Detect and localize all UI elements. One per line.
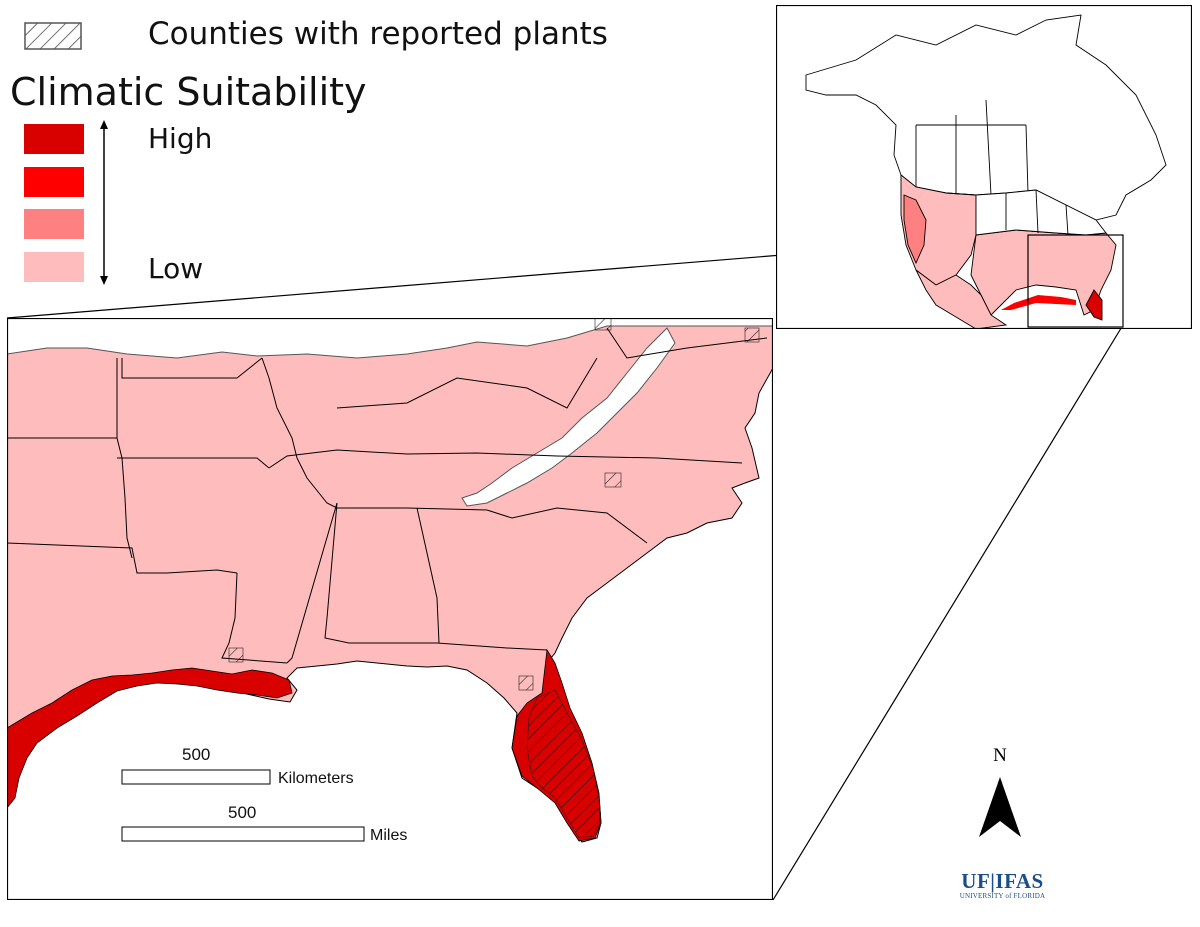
reported-county-ms <box>228 647 244 663</box>
usa-west-medium <box>903 194 927 265</box>
gulf-inset-high <box>1001 295 1076 310</box>
mile-scale-unit: Miles <box>370 827 408 844</box>
mile-scale-value: 500 <box>228 803 257 822</box>
usa-west <box>900 174 977 286</box>
southeast-us-map <box>7 318 773 900</box>
reported-county-nc <box>604 472 622 488</box>
north-arrow: N <box>979 745 1021 837</box>
florida-inset-high <box>1085 289 1103 321</box>
legend-low-label: Low <box>148 252 204 285</box>
north-america-inset-map <box>776 5 1192 329</box>
legend-title: Climatic Suitability <box>10 70 367 114</box>
mile-scale-bar <box>121 826 365 842</box>
north-label: N <box>993 745 1007 766</box>
state-boundaries <box>7 327 768 664</box>
counties-hatch-swatch <box>24 22 82 50</box>
usa-north <box>945 189 1107 236</box>
ufifas-logo: UF|IFAS UNIVERSITY of FLORIDA <box>955 870 1050 910</box>
gulf-coast-high-suitability <box>7 667 293 809</box>
suitability-swatch-highest <box>24 124 84 154</box>
appalachian-unsuitable <box>461 327 676 507</box>
counties-legend-label: Counties with reported plants <box>148 16 608 52</box>
reported-county-ga <box>518 675 534 691</box>
km-scale-value: 500 <box>182 745 211 764</box>
suitability-swatch-medium <box>24 209 84 239</box>
reported-county-nj <box>744 327 760 343</box>
suitability-swatch-high <box>24 167 84 197</box>
florida-reported-counties <box>526 689 601 839</box>
logo-main-text: UF|IFAS <box>961 869 1044 893</box>
reported-county-pa <box>594 318 612 331</box>
mexico-outline <box>915 269 1008 329</box>
km-scale-bar <box>121 769 271 785</box>
suitability-gradient-arrow <box>100 120 108 285</box>
canada-outline <box>805 14 1167 221</box>
km-scale-unit: Kilometers <box>278 770 354 787</box>
legend-high-label: High <box>148 122 213 155</box>
logo-sub-text: UNIVERSITY of FLORIDA <box>959 892 1046 900</box>
inset-extent-box <box>1027 234 1124 328</box>
suitability-swatch-low <box>24 252 84 282</box>
